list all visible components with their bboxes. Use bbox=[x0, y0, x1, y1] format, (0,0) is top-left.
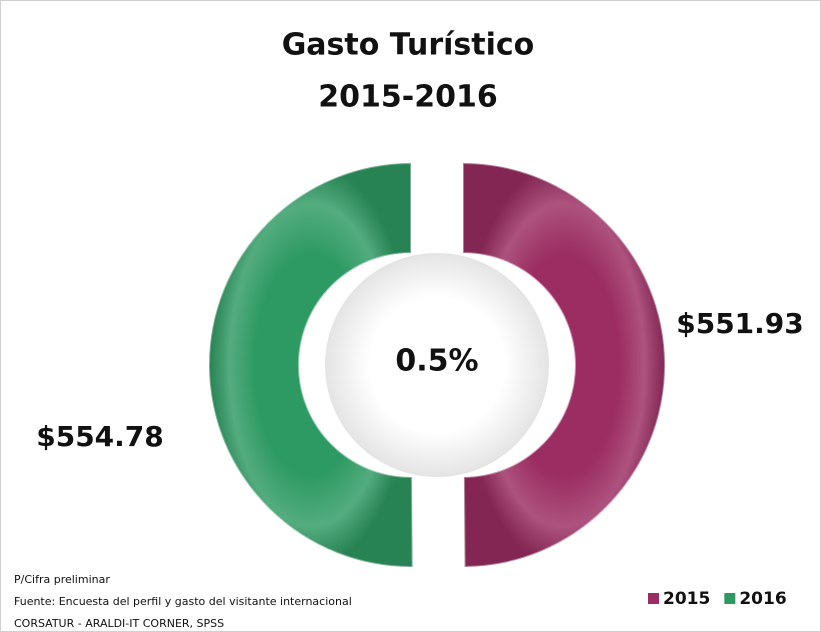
legend-swatch bbox=[648, 593, 659, 604]
segment-shine bbox=[463, 163, 666, 567]
chart-title: Gasto Turístico bbox=[282, 28, 535, 63]
footnote: P/Cifra preliminar bbox=[14, 573, 110, 586]
legend-label: 2016 bbox=[739, 589, 786, 609]
chart-subtitle: 2015-2016 bbox=[318, 80, 497, 115]
center-label: 0.5% bbox=[395, 344, 478, 379]
legend-label: 2015 bbox=[663, 589, 710, 609]
donut-hole bbox=[325, 253, 549, 477]
segment-shine bbox=[209, 163, 413, 567]
footnote: CORSATUR - ARALDI-IT CORNER, SPSS bbox=[14, 617, 224, 630]
value-label: $554.78 bbox=[36, 420, 164, 453]
legend-swatch bbox=[724, 593, 736, 604]
value-label: $551.93 bbox=[676, 307, 804, 340]
footnote: Fuente: Encuesta del perfil y gasto del … bbox=[14, 595, 352, 608]
